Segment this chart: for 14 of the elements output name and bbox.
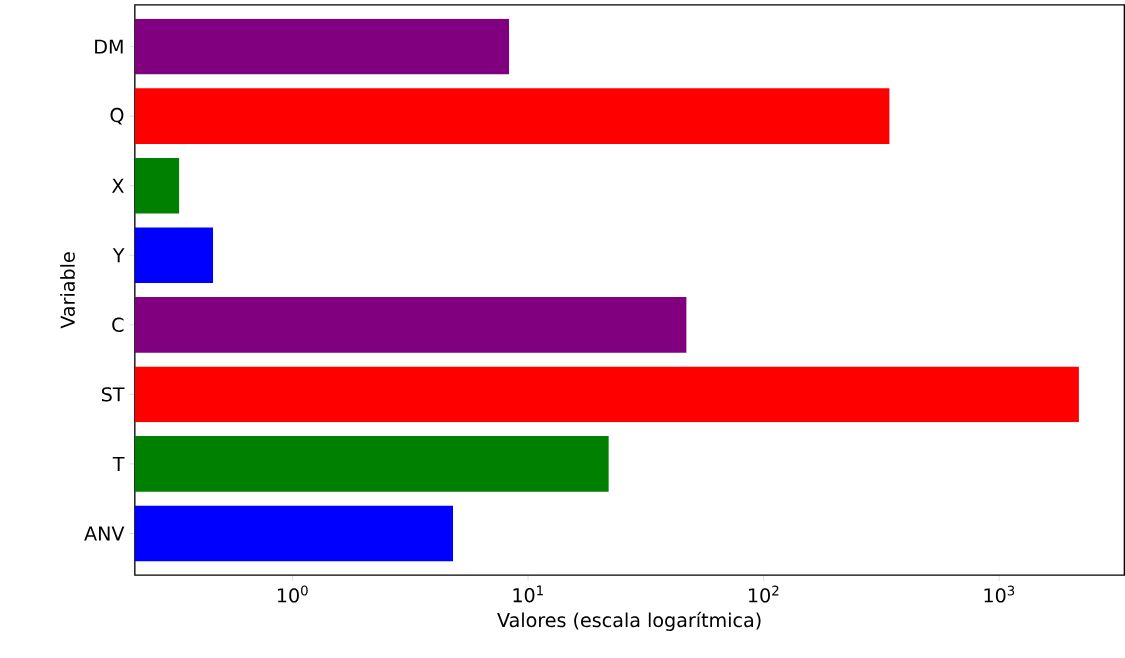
- y-axis-title: Variable: [60, 252, 75, 329]
- y-tick-label: ST: [101, 387, 125, 402]
- y-tick-label: Q: [110, 107, 124, 125]
- y-tick-label: Y: [112, 248, 125, 263]
- y-tick-label: X: [111, 178, 124, 193]
- y-tick-label: DM: [95, 39, 123, 54]
- x-axis-title: Valores (escala logarítmica): [497, 611, 761, 631]
- x-tick-label: 10$^{0}$: [277, 585, 308, 603]
- y-tick-label: T: [112, 456, 125, 471]
- x-tick-label: 10$^{2}$: [749, 585, 779, 603]
- y-tick-label: ANV: [84, 526, 125, 541]
- x-tick-label: 10$^{3}$: [984, 585, 1015, 603]
- y-tick-label: C: [112, 317, 124, 332]
- x-tick-label: 10$^{1}$: [513, 585, 543, 603]
